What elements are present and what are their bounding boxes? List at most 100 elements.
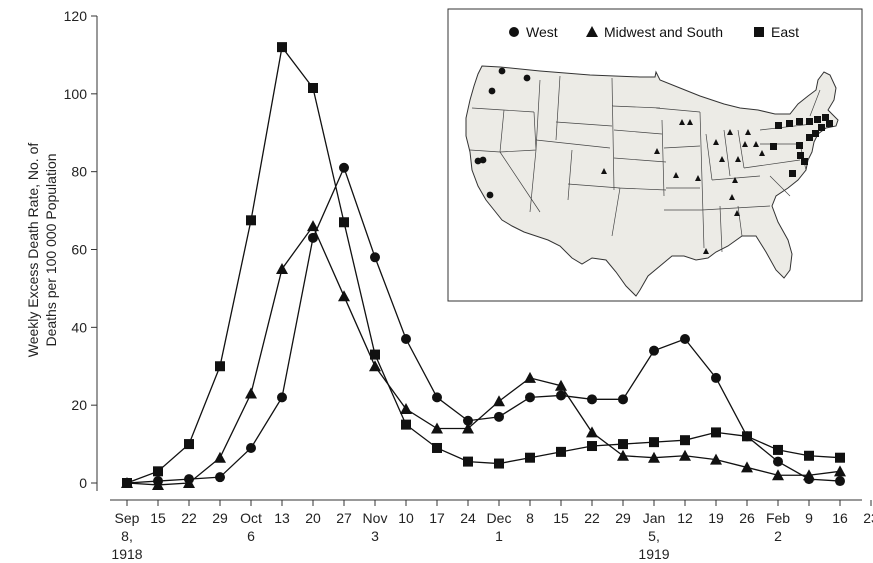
data-point-west — [773, 456, 783, 467]
y-tick-label: 80 — [71, 164, 87, 180]
data-point-east — [835, 452, 845, 463]
data-point-west — [649, 345, 659, 356]
x-tick-label: 5, — [648, 528, 660, 544]
data-point-east — [711, 427, 721, 438]
data-point-west — [463, 415, 473, 426]
data-point-west — [246, 442, 256, 453]
data-point-west — [308, 232, 318, 243]
x-tick-label: 13 — [274, 510, 290, 526]
series-line-west — [126, 166, 841, 484]
x-tick-label: 8, — [121, 528, 133, 544]
x-tick-label: 2 — [774, 528, 782, 544]
y-tick-label: 0 — [79, 475, 87, 491]
x-tick-label: Sep — [115, 510, 140, 526]
legend-east-marker — [754, 27, 764, 37]
data-point-east — [525, 452, 535, 463]
y-axis-title-line2: Deaths per 100 000 Population — [43, 153, 59, 346]
data-point-midwest-and-south — [772, 469, 784, 481]
data-point-midwest-and-south — [555, 379, 567, 391]
data-point-east — [680, 435, 690, 446]
y-tick-label: 120 — [64, 8, 88, 24]
data-point-midwest-and-south — [679, 449, 691, 461]
data-point-west — [215, 472, 225, 483]
y-tick-label: 20 — [71, 397, 87, 413]
data-point-midwest-and-south — [214, 451, 226, 463]
y-ticks: 0 20 40 60 80 100 120 — [64, 8, 97, 491]
x-tick-label: Nov — [363, 510, 388, 526]
y-axis-title-line1: Weekly Excess Death Rate, No. of — [25, 143, 41, 358]
data-point-east — [587, 441, 597, 452]
data-point-east — [742, 431, 752, 442]
data-point-east — [370, 349, 380, 360]
data-point-east — [773, 444, 783, 455]
data-point-midwest-and-south — [307, 220, 319, 232]
x-tick-label: 16 — [832, 510, 848, 526]
data-point-east — [246, 215, 256, 226]
x-tick-label: Dec — [487, 510, 512, 526]
x-tick-label: 29 — [212, 510, 228, 526]
data-point-west — [370, 252, 380, 263]
x-tick-label: Oct — [240, 510, 262, 526]
data-point-midwest-and-south — [400, 403, 412, 415]
x-tick-label: 9 — [805, 510, 813, 526]
data-point-midwest-and-south — [152, 478, 164, 490]
data-point-midwest-and-south — [803, 469, 815, 481]
data-point-midwest-and-south — [369, 360, 381, 372]
data-point-midwest-and-south — [276, 262, 288, 274]
x-tick-label: 1919 — [638, 546, 669, 562]
data-point-west — [432, 392, 442, 403]
series-line-east — [126, 45, 841, 484]
data-point-east — [432, 442, 442, 453]
data-point-midwest-and-south — [338, 290, 350, 302]
x-tick-label: 20 — [305, 510, 321, 526]
y-tick-label: 40 — [71, 319, 87, 335]
legend-midwest-south-label: Midwest and South — [604, 24, 723, 40]
x-tick-label: 15 — [150, 510, 166, 526]
data-point-east — [463, 456, 473, 467]
data-point-east — [308, 82, 318, 93]
data-point-midwest-and-south — [524, 371, 536, 383]
data-point-west — [835, 476, 845, 487]
x-tick-label: 17 — [429, 510, 445, 526]
x-tick-label: 3 — [371, 528, 379, 544]
data-point-midwest-and-south — [493, 395, 505, 407]
x-tick-label: 8 — [526, 510, 534, 526]
data-point-west — [680, 334, 690, 345]
data-point-midwest-and-south — [617, 449, 629, 461]
data-point-midwest-and-south — [183, 477, 195, 488]
data-point-east — [184, 439, 194, 450]
x-tick-label: 1 — [495, 528, 503, 544]
data-point-midwest-and-south — [741, 461, 753, 473]
x-tick-label: 15 — [553, 510, 569, 526]
data-point-midwest-and-south — [462, 422, 474, 434]
y-tick-label: 100 — [64, 86, 88, 102]
data-point-west — [556, 390, 566, 401]
x-tick-label: 19 — [708, 510, 724, 526]
x-tick-label: 27 — [336, 510, 352, 526]
x-tick-label: 22 — [584, 510, 600, 526]
data-point-west — [525, 392, 535, 403]
data-point-east — [153, 466, 163, 477]
data-point-east — [215, 361, 225, 372]
data-point-midwest-and-south — [431, 422, 443, 434]
legend-midwest-south-marker — [586, 26, 598, 37]
legend-east-label: East — [771, 24, 799, 40]
legend-west-marker — [509, 27, 519, 37]
x-tick-label: 24 — [460, 510, 476, 526]
x-tick-label: 6 — [247, 528, 255, 544]
data-point-west — [339, 162, 349, 173]
x-tick-label: 26 — [739, 510, 755, 526]
series-line-midwest-and-south — [126, 224, 841, 486]
y-tick-label: 60 — [71, 242, 87, 258]
data-point-west — [618, 394, 628, 405]
data-point-east — [401, 419, 411, 430]
data-point-east — [122, 478, 132, 488]
x-tick-label: 12 — [677, 510, 693, 526]
data-point-east — [556, 446, 566, 457]
inset-map: West Midwest and South East — [447, 8, 863, 302]
x-tick-label: 1918 — [111, 546, 142, 562]
data-point-west — [711, 372, 721, 383]
series-layer — [121, 42, 846, 490]
